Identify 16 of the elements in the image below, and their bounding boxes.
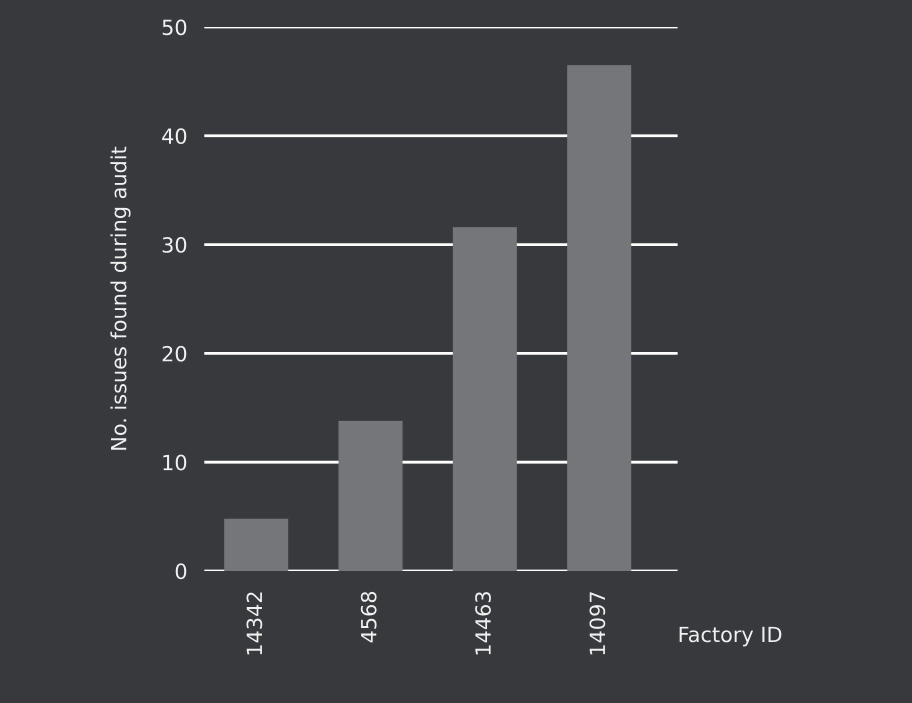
y-tick-label: 0	[176, 563, 186, 580]
y-axis-title: No. issues found during audit	[110, 146, 131, 450]
bar	[452, 227, 517, 571]
x-axis-title: Factory ID	[680, 626, 782, 646]
bar	[338, 420, 403, 571]
x-tick-label: 14463	[475, 592, 491, 654]
bar	[224, 518, 288, 571]
y-tick-label: 20	[162, 346, 186, 362]
y-tick-label: 10	[163, 454, 186, 470]
x-tick-label: 14342	[246, 592, 262, 654]
bar	[567, 65, 632, 571]
y-tick-label: 40	[162, 128, 186, 144]
y-tick-label: 30	[162, 237, 186, 253]
y-tick-label: 50	[162, 19, 186, 36]
x-tick-label: 4568	[360, 592, 377, 642]
x-tick-label: 14097	[589, 592, 606, 654]
